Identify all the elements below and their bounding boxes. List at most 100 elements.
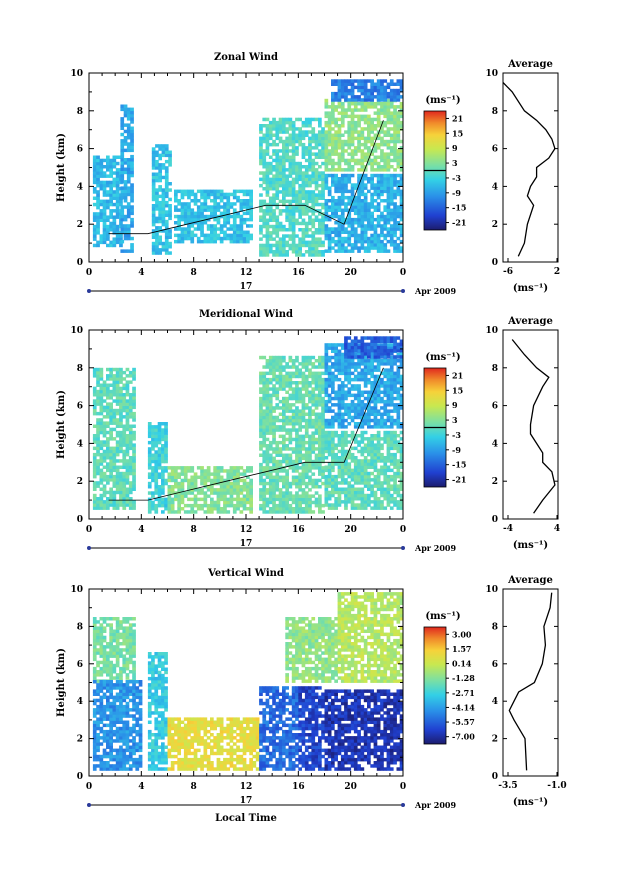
- heatmap-cell: [308, 409, 312, 413]
- heatmap-cell: [120, 211, 125, 216]
- heatmap-cell: [157, 472, 162, 476]
- heatmap-cell: [370, 387, 374, 391]
- heatmap-cell: [288, 387, 293, 391]
- heatmap-cell: [340, 214, 345, 219]
- heatmap-cell: [174, 466, 178, 470]
- heatmap-cell: [226, 221, 231, 225]
- heatmap-cell: [304, 393, 309, 398]
- heatmap-cell: [353, 158, 358, 163]
- heatmap-cell: [206, 195, 211, 200]
- heatmap-cell: [92, 180, 97, 185]
- heatmap-cell: [147, 431, 152, 435]
- heatmap-cell: [115, 471, 120, 476]
- heatmap-cell: [396, 224, 401, 228]
- heatmap-cell: [360, 161, 365, 166]
- heatmap-cell: [92, 234, 97, 238]
- heatmap-cell: [282, 253, 286, 257]
- heatmap-cell: [327, 142, 332, 147]
- heatmap-cell: [275, 246, 280, 251]
- heatmap-cell: [161, 469, 165, 473]
- heatmap-cell: [344, 111, 348, 115]
- heatmap-cell: [386, 133, 391, 137]
- heatmap-cell: [376, 393, 381, 398]
- heatmap-cell: [206, 236, 211, 241]
- heatmap-cell: [340, 396, 345, 401]
- heatmap-cell: [268, 475, 273, 479]
- heatmap-cell: [187, 227, 191, 231]
- heatmap-cell: [180, 507, 185, 511]
- heatmap-cell: [291, 396, 296, 401]
- heatmap-cell: [386, 339, 391, 343]
- heatmap-cell: [334, 146, 338, 150]
- heatmap-cell: [223, 507, 227, 511]
- heatmap-cell: [304, 231, 309, 235]
- heatmap-cell: [151, 153, 156, 158]
- heatmap-cell: [373, 425, 378, 429]
- heatmap-cell: [363, 396, 368, 401]
- heatmap-cell: [360, 399, 365, 404]
- heatmap-cell: [295, 466, 299, 470]
- heatmap-cell: [350, 85, 355, 90]
- heatmap-cell: [380, 183, 384, 187]
- heatmap-cell: [380, 390, 384, 394]
- heatmap-cell: [363, 224, 368, 228]
- heatmap-cell: [396, 161, 401, 166]
- heatmap-cell: [389, 117, 394, 122]
- heatmap-cell: [396, 246, 401, 250]
- heatmap-cell: [99, 161, 104, 166]
- heatmap-cell: [206, 466, 211, 470]
- heatmap-cell: [360, 422, 365, 426]
- heatmap-cell: [200, 475, 204, 479]
- heatmap-cell: [363, 214, 368, 219]
- heatmap-cell: [262, 415, 267, 420]
- heatmap-cell: [275, 234, 280, 238]
- heatmap-cell: [304, 469, 309, 473]
- heatmap-cell: [242, 233, 247, 238]
- heatmap-cell: [147, 422, 152, 426]
- heatmap-cell: [327, 406, 332, 410]
- heatmap-cell: [120, 177, 125, 181]
- heatmap-cell: [324, 503, 329, 507]
- heatmap-cell: [363, 230, 368, 234]
- heatmap-cell: [203, 510, 208, 514]
- heatmap-cell: [311, 161, 316, 166]
- heatmap-cell: [125, 374, 130, 378]
- heatmap-cell: [242, 236, 247, 241]
- heatmap-cell: [275, 418, 280, 423]
- heatmap-cell: [295, 418, 299, 423]
- heatmap-cell: [380, 91, 384, 96]
- heatmap-cell: [239, 497, 244, 502]
- heatmap-cell: [311, 374, 316, 379]
- heatmap-cell: [164, 194, 169, 199]
- heatmap-cell: [285, 146, 289, 150]
- heatmap-cell: [314, 155, 319, 159]
- heatmap-cell: [324, 168, 329, 172]
- heatmap-cell: [373, 387, 378, 391]
- heatmap-cell: [275, 368, 280, 372]
- heatmap-cell: [268, 510, 273, 514]
- heatmap-cell: [151, 191, 156, 195]
- heatmap-cell: [308, 168, 312, 172]
- heatmap-cell: [380, 155, 384, 159]
- heatmap-cell: [268, 440, 273, 445]
- heatmap-cell: [308, 199, 312, 204]
- heatmap-cell: [331, 446, 335, 451]
- heatmap-cell: [278, 237, 283, 241]
- heatmap-cell: [327, 233, 332, 238]
- heatmap-cell: [350, 246, 355, 250]
- heatmap-cell: [318, 450, 322, 454]
- heatmap-cell: [278, 120, 283, 125]
- heatmap-cell: [278, 447, 283, 451]
- heatmap-cell: [229, 485, 234, 489]
- heatmap-cell: [282, 359, 286, 363]
- heatmap-cell: [393, 168, 397, 172]
- heatmap-cell: [396, 105, 401, 109]
- heatmap-cell: [130, 154, 134, 159]
- heatmap-cell: [370, 183, 374, 187]
- heatmap-cell: [278, 428, 283, 432]
- heatmap-cell: [112, 493, 117, 498]
- heatmap-cell: [298, 396, 302, 401]
- heatmap-cell: [180, 208, 185, 212]
- heatmap-cell: [340, 403, 345, 407]
- heatmap-cell: [304, 146, 309, 150]
